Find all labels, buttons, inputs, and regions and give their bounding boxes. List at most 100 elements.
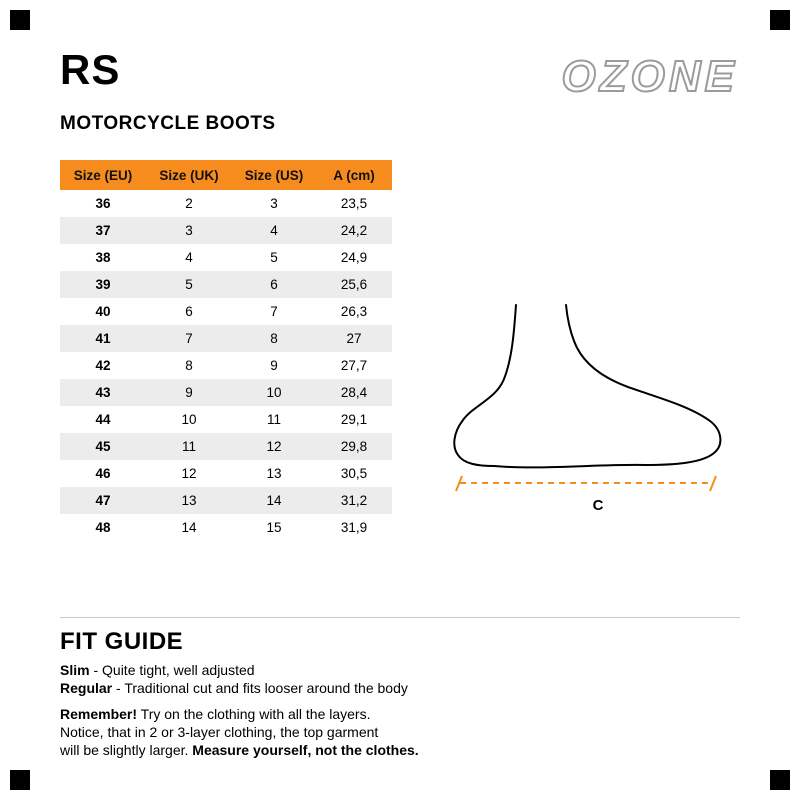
cell-size-eu: 41	[95, 331, 111, 346]
table-cell: 13	[266, 466, 282, 481]
table-row: 39 5 6 25,6	[60, 271, 392, 298]
table-cell: 7	[270, 304, 278, 319]
cell-size-eu: 44	[95, 412, 111, 427]
size-table-head-row: Size (EU) Size (UK) Size (US) A (cm)	[60, 160, 392, 190]
cell-size-eu: 42	[95, 358, 111, 373]
measure-label: C	[592, 497, 604, 514]
table-cell: 24,9	[340, 250, 368, 265]
measure-line-tick-left	[455, 475, 463, 492]
corner-marker	[770, 10, 790, 30]
table-row: 37 3 4 24,2	[60, 217, 392, 244]
table-cell: 24,2	[340, 223, 368, 238]
table-cell: 8	[185, 358, 193, 373]
fit-guide-text: Slim - Quite tight, well adjusted Regula…	[60, 661, 419, 759]
table-cell: 5	[185, 277, 193, 292]
cell-size-eu: 46	[95, 466, 111, 481]
cell-size-eu: 36	[95, 196, 111, 211]
foot-outline	[453, 304, 722, 469]
cell-size-eu: 38	[95, 250, 111, 265]
foot-outline-drawing	[453, 304, 722, 492]
table-row: 48 14 15 31,9	[60, 514, 392, 541]
table-cell: 30,5	[340, 466, 368, 481]
column-header: Size (UK)	[146, 160, 232, 190]
table-row: 42 8 9 27,7	[60, 352, 392, 379]
table-cell: 27	[346, 331, 362, 346]
table-cell: 25,6	[340, 277, 368, 292]
size-table-body: 36 2 3 23,5 37 3 4 24,2 38 4 5 24,9 39 5 6 25,6 40 6 7 26,3…	[60, 190, 392, 541]
table-row: 41 7 8 27	[60, 325, 392, 352]
table-cell: 9	[270, 358, 278, 373]
table-row: 40 6 7 26,3	[60, 298, 392, 325]
cell-size-eu: 45	[95, 439, 111, 454]
page-title: RS	[60, 46, 121, 93]
table-row: 46 12 13 30,5	[60, 460, 392, 487]
corner-marker	[10, 10, 30, 30]
cell-size-eu: 48	[95, 520, 111, 535]
fit-line-final: will be slightly larger. Measure yoursel…	[60, 741, 419, 759]
table-row: 44 10 11 29,1	[60, 406, 392, 433]
size-table: Size (EU) Size (UK) Size (US) A (cm) 36 2 3 23…	[60, 160, 392, 541]
cell-size-eu: 43	[95, 385, 111, 400]
table-cell: 11	[266, 412, 281, 427]
table-cell: 3	[185, 223, 193, 238]
column-header: Size (US)	[232, 160, 316, 190]
table-cell: 31,9	[340, 520, 368, 535]
table-cell: 4	[270, 223, 278, 238]
final-bold: Measure yourself, not the clothes.	[192, 742, 419, 758]
regular-label: Regular	[60, 680, 113, 696]
table-cell: 5	[270, 250, 278, 265]
table-cell: 8	[270, 331, 278, 346]
fit-line-remember: Remember! Try on the clothing with all t…	[60, 705, 419, 723]
cell-size-eu: 47	[95, 493, 111, 508]
final-prefix: will be slightly larger.	[60, 742, 193, 758]
measure-line-tick-right	[709, 475, 717, 492]
table-cell: 10	[266, 385, 282, 400]
table-cell: 29,1	[340, 412, 368, 427]
page-subtitle: MOTORCYCLE BOOTS	[60, 113, 276, 134]
column-header: A (cm)	[316, 160, 392, 190]
table-cell: 6	[270, 277, 278, 292]
table-cell: 15	[266, 520, 282, 535]
table-cell: 29,8	[340, 439, 368, 454]
remember-label: Remember!	[60, 706, 138, 722]
table-cell: 31,2	[340, 493, 368, 508]
cell-size-eu: 37	[95, 223, 111, 238]
table-cell: 11	[181, 439, 196, 454]
table-cell: 6	[185, 304, 193, 319]
table-cell: 28,4	[340, 385, 368, 400]
table-cell: 9	[185, 385, 193, 400]
fit-line-regular: Regular - Traditional cut and fits loose…	[60, 679, 419, 697]
divider	[60, 617, 740, 618]
table-cell: 23,5	[340, 196, 368, 211]
table-cell: 14	[266, 493, 282, 508]
table-cell: 12	[181, 466, 197, 481]
table-cell: 2	[185, 196, 193, 211]
table-row: 45 11 12 29,8	[60, 433, 392, 460]
table-row: 38 4 5 24,9	[60, 244, 392, 271]
fit-guide-title: FIT GUIDE	[60, 628, 184, 655]
table-cell: 7	[185, 331, 193, 346]
cell-size-eu: 39	[95, 277, 111, 292]
regular-desc: - Traditional cut and fits looser around…	[112, 680, 408, 696]
cell-size-eu: 40	[95, 304, 111, 319]
table-row: 36 2 3 23,5	[60, 190, 392, 217]
table-cell: 14	[181, 520, 197, 535]
table-row: 47 13 14 31,2	[60, 487, 392, 514]
table-cell: 13	[181, 493, 197, 508]
table-cell: 10	[181, 412, 197, 427]
table-cell: 12	[266, 439, 282, 454]
table-cell: 27,7	[340, 358, 368, 373]
remember-desc: Try on the clothing with all the layers.	[137, 706, 371, 722]
fit-line-slim: Slim - Quite tight, well adjusted	[60, 661, 419, 679]
slim-desc: - Quite tight, well adjusted	[89, 662, 255, 678]
foot-measurement-diagram: C	[450, 303, 746, 514]
slim-label: Slim	[60, 662, 90, 678]
table-cell: 3	[270, 196, 278, 211]
fit-line-notice: Notice, that in 2 or 3-layer clothing, t…	[60, 724, 379, 740]
table-cell: 26,3	[340, 304, 368, 319]
corner-marker	[770, 770, 790, 790]
table-row: 43 9 10 28,4	[60, 379, 392, 406]
table-cell: 4	[185, 250, 193, 265]
corner-marker	[10, 770, 30, 790]
